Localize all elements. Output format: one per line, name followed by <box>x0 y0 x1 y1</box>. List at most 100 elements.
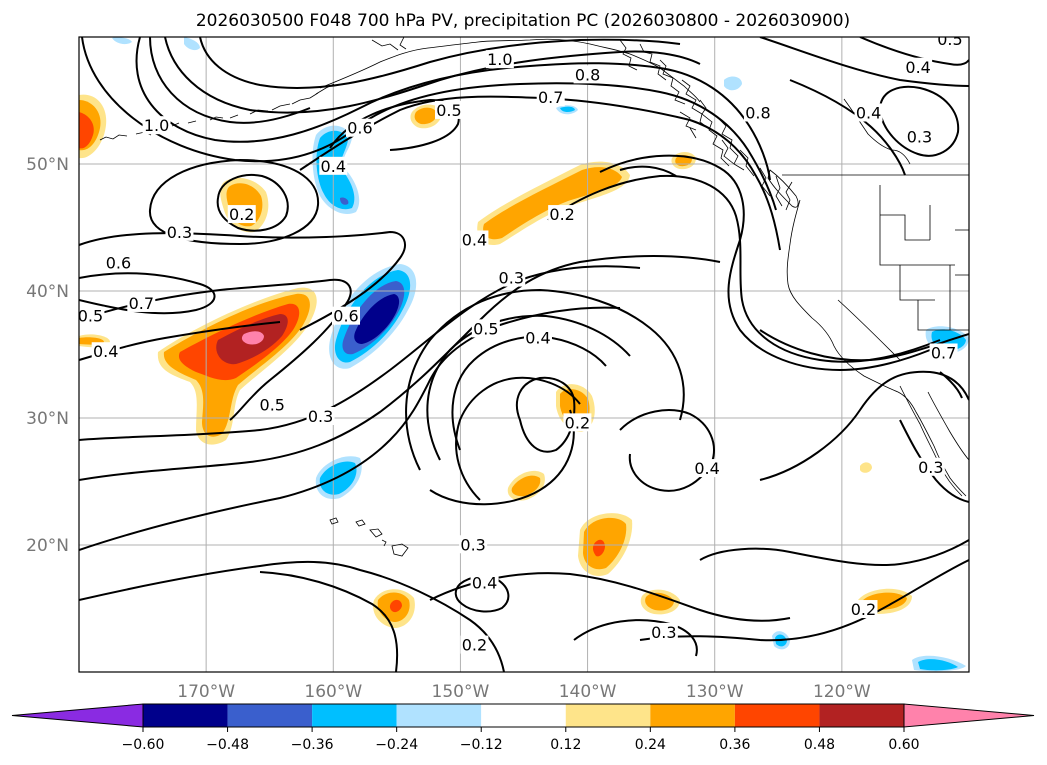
pv-contour-0-4-ne <box>759 37 969 87</box>
lat-tick-label: 40°N <box>26 282 69 302</box>
pv-contour-0-2-trough <box>515 376 576 453</box>
contour-label: 0.6 <box>106 253 131 272</box>
contour-label: 0.7 <box>931 344 956 363</box>
pv-contour-0-4-east <box>759 370 969 481</box>
contour-label-bg <box>319 156 348 175</box>
contour-labels: 1.00.80.70.51.0 0.60.40.20.30.60.70.50.40… <box>79 30 964 655</box>
colorbar-tick-label: −0.36 <box>291 737 334 753</box>
contour-label: 0.5 <box>436 101 461 120</box>
lon-tick-label: 160°W <box>304 682 362 702</box>
contour-label: 0.4 <box>462 230 487 249</box>
contour-label-bg <box>471 319 500 338</box>
pv-contour-0-3-east <box>899 419 969 503</box>
contour-label-bg <box>573 65 602 84</box>
colorbar-bin <box>396 704 482 727</box>
contour-label-bg <box>854 103 883 122</box>
contour-label: 0.6 <box>347 119 372 138</box>
lon-tick-label: 130°W <box>686 682 744 702</box>
pv-contour-0-4-ne2 <box>789 79 906 176</box>
colorbar-tick-label: 0.48 <box>804 737 835 753</box>
contour-label: 0.5 <box>937 30 962 49</box>
contour-label: 0.2 <box>229 205 254 224</box>
pv-contour-0-3-south-west <box>259 571 399 672</box>
axis-tick-labels: 170°W 160°W 150°W 140°W 130°W 120°W 50°N 40°N 30… <box>26 155 871 702</box>
contour-label: 0.4 <box>472 573 497 592</box>
pv-contour-0-4-trough-inner <box>455 376 581 501</box>
contour-label: 0.2 <box>565 413 590 432</box>
precip-negative-patch-main <box>329 264 417 369</box>
lat-tick-label: 30°N <box>26 409 69 429</box>
pv-contour-0-3-ne <box>878 85 960 157</box>
lon-tick-label: 150°W <box>432 682 490 702</box>
colorbar-tick-label: 0.24 <box>635 737 666 753</box>
contour-label-bg <box>306 407 335 425</box>
lat-tick-label: 50°N <box>26 155 69 175</box>
contour-label-bg <box>743 103 772 122</box>
colorbar-bin <box>481 704 566 727</box>
contour-label: 0.7 <box>538 88 563 107</box>
contour-label-bg <box>497 268 526 287</box>
contour-label: 0.3 <box>651 623 676 642</box>
contour-label-bg <box>905 127 934 146</box>
contour-label: 0.2 <box>549 205 574 224</box>
pv-contour-0-7 <box>81 37 777 211</box>
contour-label-bg <box>470 573 499 592</box>
contour-label: 0.4 <box>321 157 346 176</box>
pv-contour-0-3-envelope <box>599 154 931 372</box>
pv-contour-1-0-b <box>149 37 311 124</box>
contour-label: 0.3 <box>918 458 943 477</box>
contour-label: 0.3 <box>308 407 333 426</box>
contour-label: 0.2 <box>462 636 487 655</box>
contour-label-bg <box>460 635 489 654</box>
pv-contour-0-8 <box>135 37 771 181</box>
contour-label: 1.0 <box>487 50 512 69</box>
colorbar-frame <box>142 703 905 728</box>
contour-label: 0.7 <box>129 294 154 313</box>
pv-contour-0-5-ne <box>859 37 969 66</box>
pv-contour-0-9 <box>164 37 701 114</box>
lat-tick-label: 20°N <box>26 536 69 556</box>
colorbar-bin <box>650 704 735 727</box>
colorbar-bin <box>819 704 904 727</box>
contour-label-bg <box>485 50 514 69</box>
contour-label: 0.8 <box>575 65 600 84</box>
contour-label: 0.4 <box>694 459 719 478</box>
lon-tick-label: 120°W <box>813 682 871 702</box>
pv-contour-0-3-west <box>148 158 320 246</box>
lon-tick-label: 140°W <box>559 682 617 702</box>
chart-title: 2026030500 F048 700 hPa PV, precipitatio… <box>196 11 850 31</box>
colorbar-bin <box>143 704 228 727</box>
colorbar-tick-label: −0.60 <box>122 737 165 753</box>
contour-label: 0.3 <box>460 535 485 554</box>
contour-label: 0.8 <box>745 103 770 122</box>
map-frame <box>78 36 970 673</box>
colorbar-tick-label: 0.12 <box>550 737 581 753</box>
pv-contour-0-3-long <box>79 255 721 481</box>
lon-tick-label: 170°W <box>177 682 235 702</box>
pv-contour-0-5-east-small <box>939 371 963 399</box>
contour-label: 1.0 <box>144 116 169 135</box>
contour-label: 0.5 <box>473 319 498 338</box>
contour-label-bg <box>91 342 120 361</box>
contour-label-bg <box>929 343 958 362</box>
contour-label: 0.6 <box>333 307 358 326</box>
contour-label-bg <box>563 413 592 432</box>
contour-label-bg <box>227 205 256 224</box>
contour-label-bg <box>916 457 945 476</box>
pv-contour-0-3-trough-inner <box>429 409 575 506</box>
pv-contour-0-4-long <box>79 306 621 551</box>
contour-label: 0.4 <box>856 103 881 122</box>
pv-contour-0-2-east <box>619 165 677 177</box>
colorbar-tick-label: 0.60 <box>888 737 919 753</box>
contour-label-bg <box>104 253 133 272</box>
contour-label: 0.4 <box>525 328 550 347</box>
contour-label-bg <box>345 118 374 137</box>
contour-label-bg <box>649 622 678 641</box>
contour-label: 0.4 <box>905 58 930 77</box>
contour-label: 0.2 <box>851 600 876 619</box>
pv-contour-0-3-south-east <box>699 539 969 567</box>
pv-contour-0-5-trough <box>451 335 607 451</box>
map-area: 1.00.80.70.51.0 0.60.40.20.30.60.70.50.40… <box>78 30 970 673</box>
political-borders <box>782 98 969 361</box>
contour-label-bg <box>904 57 933 76</box>
